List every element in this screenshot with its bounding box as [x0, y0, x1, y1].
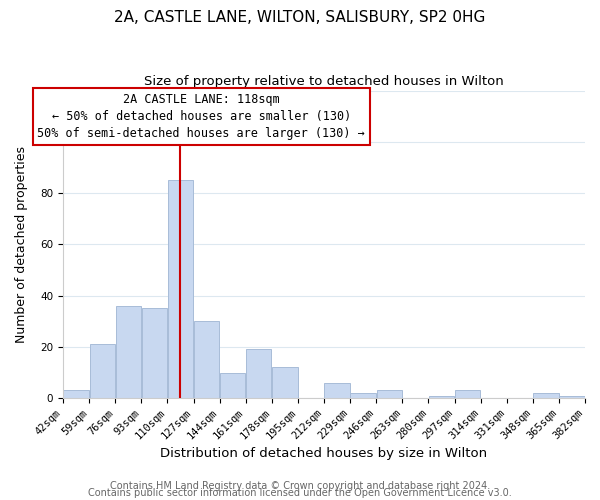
Title: Size of property relative to detached houses in Wilton: Size of property relative to detached ho…: [144, 75, 504, 88]
Bar: [220, 372, 245, 398]
Bar: [116, 306, 141, 398]
Bar: [325, 383, 350, 398]
Bar: [168, 180, 193, 398]
Bar: [194, 321, 219, 398]
Text: Contains HM Land Registry data © Crown copyright and database right 2024.: Contains HM Land Registry data © Crown c…: [110, 481, 490, 491]
Bar: [559, 396, 584, 398]
Bar: [377, 390, 402, 398]
Bar: [533, 393, 559, 398]
Text: 2A, CASTLE LANE, WILTON, SALISBURY, SP2 0HG: 2A, CASTLE LANE, WILTON, SALISBURY, SP2 …: [115, 10, 485, 25]
Bar: [64, 390, 89, 398]
X-axis label: Distribution of detached houses by size in Wilton: Distribution of detached houses by size …: [160, 447, 488, 460]
Bar: [246, 350, 271, 398]
Bar: [429, 396, 454, 398]
Bar: [455, 390, 480, 398]
Bar: [89, 344, 115, 398]
Text: Contains public sector information licensed under the Open Government Licence v3: Contains public sector information licen…: [88, 488, 512, 498]
Text: 2A CASTLE LANE: 118sqm
← 50% of detached houses are smaller (130)
50% of semi-de: 2A CASTLE LANE: 118sqm ← 50% of detached…: [37, 93, 365, 140]
Y-axis label: Number of detached properties: Number of detached properties: [15, 146, 28, 343]
Bar: [142, 308, 167, 398]
Bar: [272, 368, 298, 398]
Bar: [350, 393, 376, 398]
